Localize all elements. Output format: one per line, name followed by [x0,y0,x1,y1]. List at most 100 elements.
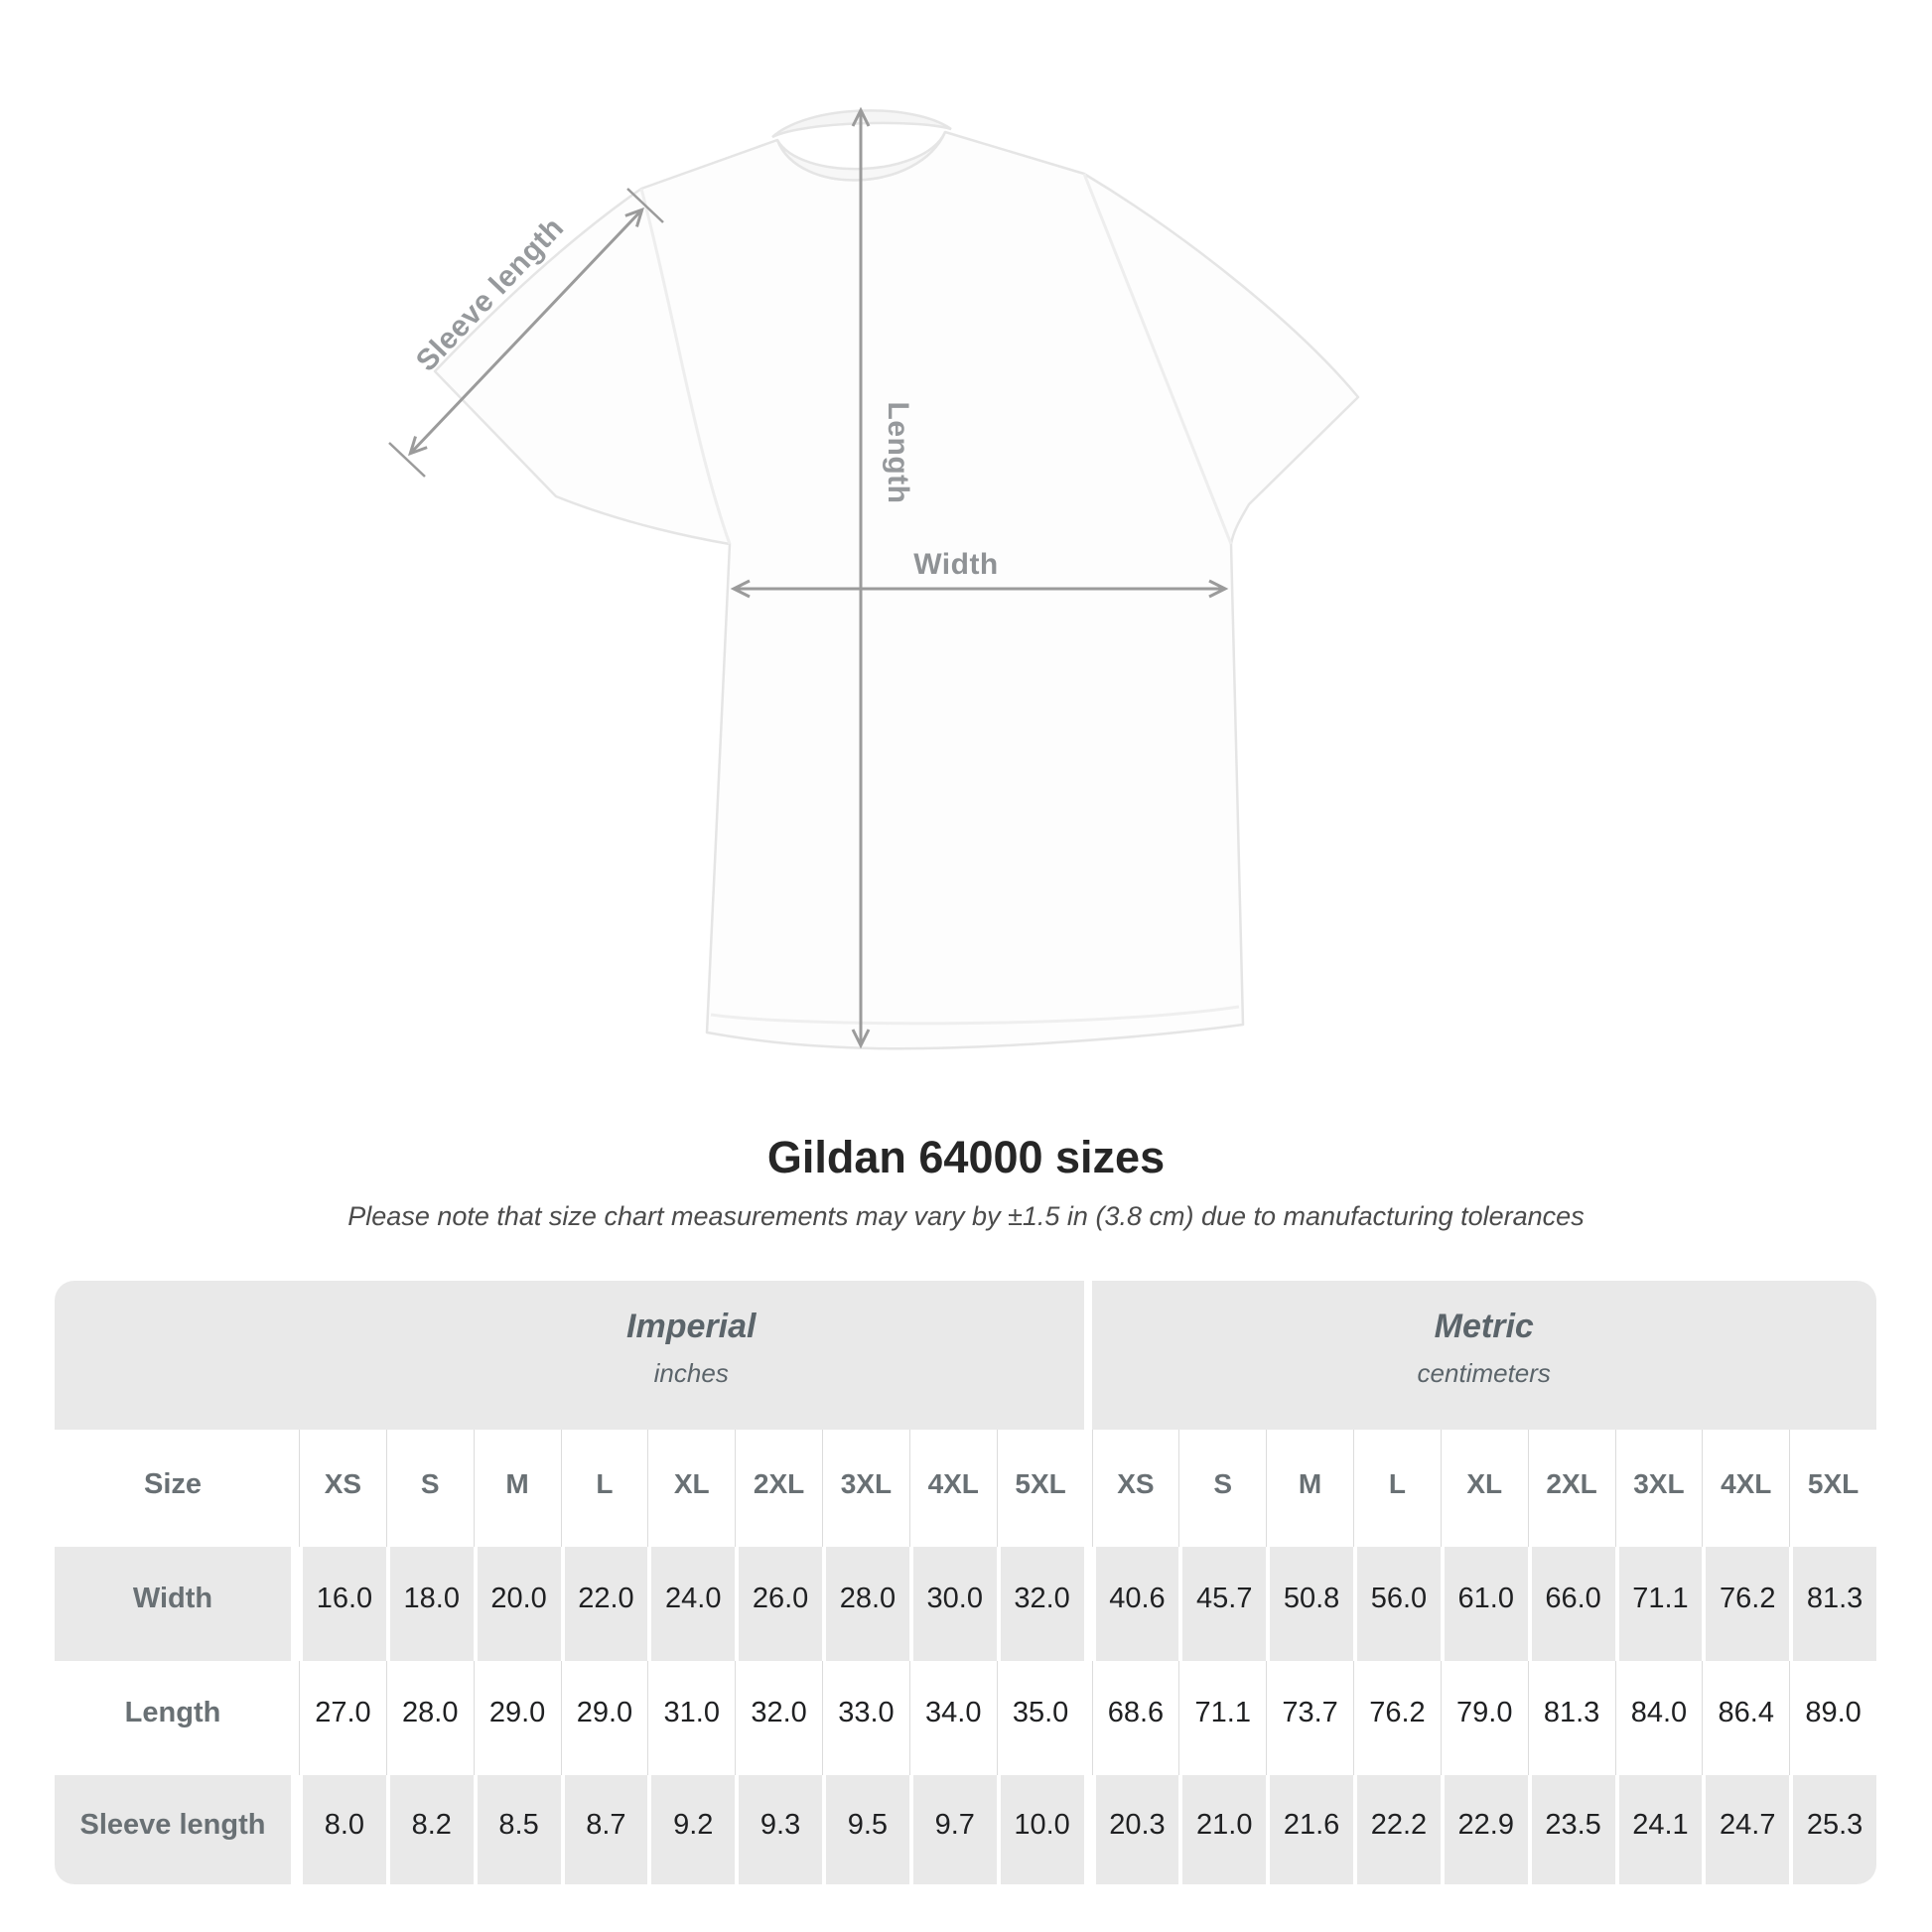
table-cell: 23.5 [1527,1775,1615,1884]
tshirt-outline [433,130,1360,1050]
table-cell: 18.0 [385,1547,474,1661]
table-cell: 8.5 [473,1775,561,1884]
tshirt-graphic [388,106,1360,1050]
size-col-header: S [385,1430,474,1547]
sleeve-length-arrow [407,207,645,457]
table-cell: 34.0 [908,1661,997,1775]
table-cell: 9.2 [647,1775,736,1884]
table-cell: 35.0 [996,1661,1084,1775]
tshirt-left-armhole-seam [639,188,732,545]
column-gap [291,1775,299,1884]
column-gap [1084,1661,1092,1775]
column-gap [291,1430,299,1547]
column-gap [1084,1281,1092,1430]
table-cell: 27.0 [299,1661,386,1775]
table-cell: 73.7 [1266,1661,1353,1775]
table-cell: 50.8 [1266,1547,1353,1661]
table-cell: 76.2 [1353,1661,1441,1775]
length-label: Length [882,401,914,504]
tshirt-diagram: Sleeve length Length Width [388,106,1360,1050]
table-cell: 22.0 [560,1547,648,1661]
table-cell: 20.3 [1091,1775,1179,1884]
table-cell: 28.0 [822,1547,909,1661]
table-cell: 21.6 [1266,1775,1353,1884]
table-cell: 40.6 [1091,1547,1179,1661]
size-col-header: XL [1440,1430,1528,1547]
metric-band-title: Metric [1434,1308,1534,1345]
table-cell: 66.0 [1527,1547,1615,1661]
table-cell: 8.0 [299,1775,386,1884]
row-label-width: Width [55,1547,291,1661]
table-cell: 8.7 [560,1775,648,1884]
metric-band: Metric centimeters [1091,1281,1876,1430]
size-header: Size [143,1467,203,1500]
table-cell: 9.5 [822,1775,909,1884]
table-cell: 79.0 [1440,1661,1528,1775]
table-cell: 84.0 [1614,1661,1703,1775]
table-cell: 31.0 [647,1661,735,1775]
table-cell: 56.0 [1353,1547,1441,1661]
sleeve-arrow-end-tick-bottom [388,442,426,478]
row-label-length: Length [124,1697,221,1728]
column-gap [291,1661,299,1775]
table-cell: 9.3 [735,1775,822,1884]
table-cell: 33.0 [822,1661,909,1775]
table-cell: 22.2 [1353,1775,1441,1884]
tshirt-hem-seam [710,1005,1240,1026]
size-col-header: 3XL [822,1430,909,1547]
table-cell: 32.0 [996,1547,1084,1661]
table-cell: 76.2 [1702,1547,1790,1661]
size-col-header: XS [1091,1430,1179,1547]
table-cell: 71.1 [1614,1547,1703,1661]
table-cell: 8.2 [385,1775,474,1884]
size-col-header: L [1353,1430,1441,1547]
tshirt-collar-back [771,109,952,139]
size-col-header: M [1266,1430,1353,1547]
tshirt-right-armhole-seam [1082,173,1233,545]
size-col-header: 5XL [996,1430,1084,1547]
table-cell: 21.0 [1178,1775,1267,1884]
width-label: Width [913,548,999,581]
table-cell: 45.7 [1178,1547,1267,1661]
size-table: Imperial inches Metric centimeters Size … [55,1281,1876,1884]
column-gap [1084,1547,1092,1661]
tolerance-note: Please note that size chart measurements… [347,1201,1585,1231]
table-cell: 68.6 [1091,1661,1179,1775]
table-cell: 22.9 [1440,1775,1528,1884]
table-cell: 81.3 [1527,1661,1615,1775]
size-col-header: 2XL [735,1430,822,1547]
table-cell: 28.0 [385,1661,474,1775]
table-cell: 29.0 [473,1661,561,1775]
table-cell: 24.7 [1702,1775,1790,1884]
column-gap [291,1547,299,1661]
size-col-header: S [1178,1430,1266,1547]
table-cell: 9.7 [908,1775,997,1884]
imperial-band: Imperial inches [55,1281,1084,1430]
table-cell: 20.0 [473,1547,561,1661]
table-cell: 81.3 [1789,1547,1876,1661]
size-col-header: 2XL [1527,1430,1615,1547]
size-col-header: 4XL [908,1430,997,1547]
size-col-header: M [473,1430,561,1547]
size-col-header: 4XL [1702,1430,1789,1547]
table-cell: 71.1 [1178,1661,1266,1775]
size-col-header: XL [647,1430,735,1547]
table-cell: 24.1 [1614,1775,1703,1884]
imperial-band-unit: inches [653,1358,729,1388]
table-cell: 16.0 [299,1547,386,1661]
size-col-header: L [560,1430,648,1547]
sleeve-arrow-end-tick-top [626,188,664,223]
column-gap [1084,1775,1092,1884]
table-cell: 30.0 [908,1547,997,1661]
table-cell: 24.0 [647,1547,736,1661]
table-cell: 25.3 [1789,1775,1876,1884]
row-label-sleeve-length: Sleeve length [55,1775,291,1884]
table-cell: 89.0 [1789,1661,1876,1775]
table-cell: 10.0 [996,1775,1084,1884]
table-cell: 86.4 [1702,1661,1789,1775]
table-cell: 32.0 [735,1661,822,1775]
imperial-band-title: Imperial [626,1308,757,1345]
size-col-header: 5XL [1789,1430,1876,1547]
metric-band-unit: centimeters [1417,1358,1551,1388]
